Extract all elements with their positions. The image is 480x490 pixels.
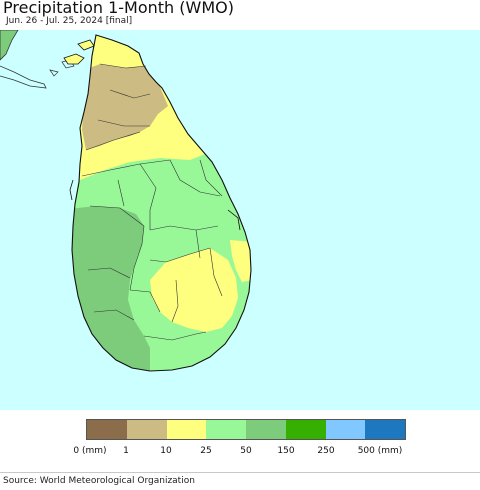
map-title: Precipitation 1-Month (WMO) <box>3 0 234 17</box>
legend-label: 25 <box>200 446 212 456</box>
legend-swatch-7 <box>365 420 405 439</box>
india-coast <box>0 30 19 61</box>
legend-swatch-3 <box>206 420 246 439</box>
legend-label: 150 <box>277 446 295 456</box>
jaffna-islet <box>63 53 85 65</box>
legend-swatch-5 <box>285 420 326 439</box>
footer-divider <box>0 472 480 473</box>
legend-swatch-1 <box>126 420 167 439</box>
legend-label: 10 <box>160 446 172 456</box>
island-coastline <box>71 34 252 372</box>
color-legend <box>86 419 406 440</box>
legend-swatch-0 <box>87 420 127 439</box>
legend-label: 1 <box>123 446 129 456</box>
map-subtitle: Jun. 26 - Jul. 25, 2024 [final] <box>6 16 133 26</box>
legend-label: 0 (mm) <box>73 446 107 456</box>
district-boundaries <box>81 63 223 341</box>
legend-label: 50 <box>240 446 252 456</box>
precipitation-map <box>0 30 480 410</box>
source-credit: Source: World Meteorological Organizatio… <box>3 476 195 486</box>
legend-tick-labels: 0 (mm) 1 10 25 50 150 250 500 (mm) <box>0 446 480 458</box>
puttalam-lagoon <box>69 179 74 201</box>
legend-label: 250 <box>317 446 335 456</box>
batticaloa-lagoon <box>227 209 241 231</box>
legend-swatch-4 <box>246 420 286 439</box>
legend-label: 500 (mm) <box>357 446 403 456</box>
legend-swatch-6 <box>325 420 366 439</box>
adams-bridge-islands <box>0 65 47 89</box>
jaffna-islet <box>77 39 95 51</box>
small-island <box>49 69 59 77</box>
legend-swatch-2 <box>166 420 207 439</box>
